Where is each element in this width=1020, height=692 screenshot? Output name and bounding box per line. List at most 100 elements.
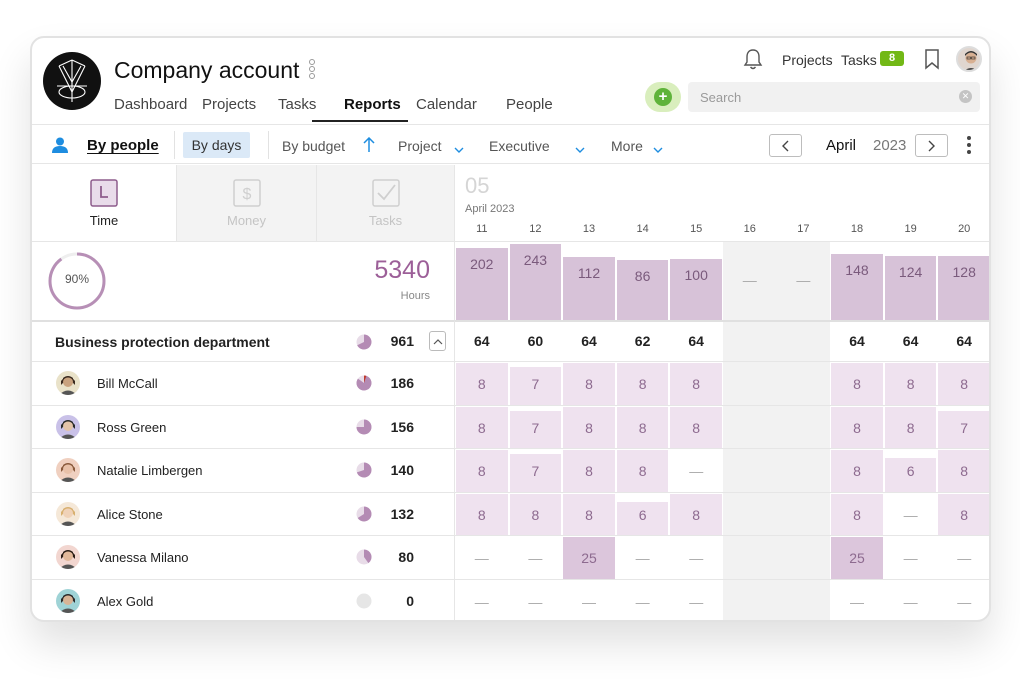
person-day-cell[interactable]: 8 <box>669 493 723 537</box>
person-day-cell[interactable]: — <box>884 580 938 621</box>
bookmark-icon[interactable] <box>924 48 940 75</box>
person-row[interactable]: Alex Gold 0 <box>32 578 454 621</box>
person-day-cell[interactable]: 8 <box>937 362 989 406</box>
person-day-cell[interactable] <box>777 536 831 580</box>
person-day-cell[interactable]: 25 <box>562 536 616 580</box>
person-day-cell[interactable]: 8 <box>830 362 884 406</box>
person-day-cell[interactable]: 8 <box>830 493 884 537</box>
person-day-cell[interactable]: 8 <box>562 362 616 406</box>
nav-reports[interactable]: Reports <box>344 96 401 113</box>
person-day-cell[interactable]: 6 <box>616 493 670 537</box>
clear-icon[interactable]: ✕ <box>959 90 972 103</box>
person-day-cell[interactable] <box>723 362 777 406</box>
user-avatar[interactable] <box>956 46 982 72</box>
person-row[interactable]: Alice Stone 132 <box>32 491 454 536</box>
person-day-cell[interactable]: 7 <box>509 449 563 493</box>
person-name[interactable]: Alex Gold <box>97 593 154 609</box>
person-day-cell[interactable]: 8 <box>562 493 616 537</box>
chevron-down-icon[interactable] <box>653 141 663 159</box>
nav-dashboard[interactable]: Dashboard <box>114 96 188 113</box>
person-name[interactable]: Alice Stone <box>97 506 163 522</box>
person-day-cell[interactable]: — <box>669 449 723 493</box>
person-day-cell[interactable]: — <box>669 580 723 621</box>
by-people-tab[interactable]: By people <box>87 137 159 154</box>
person-day-cell[interactable]: 8 <box>884 362 938 406</box>
person-day-cell[interactable]: 8 <box>509 493 563 537</box>
person-row[interactable]: Ross Green 156 <box>32 404 454 449</box>
person-day-cell[interactable]: 8 <box>616 449 670 493</box>
person-day-cell[interactable] <box>777 580 831 621</box>
person-day-cell[interactable]: 8 <box>562 449 616 493</box>
person-day-cell[interactable]: — <box>884 536 938 580</box>
add-button[interactable]: + <box>645 82 681 112</box>
person-day-cell[interactable] <box>777 493 831 537</box>
person-day-cell[interactable]: — <box>669 536 723 580</box>
by-days-toggle[interactable]: By days <box>183 132 250 158</box>
department-row[interactable]: Business protection department 961 <box>32 320 454 361</box>
person-row[interactable]: Natalie Limbergen 140 <box>32 448 454 492</box>
prev-month-button[interactable] <box>769 134 802 157</box>
header-tasks-link[interactable]: Tasks <box>841 52 877 68</box>
search-input[interactable] <box>688 82 948 112</box>
person-day-cell[interactable]: 7 <box>937 406 989 450</box>
person-day-cell[interactable]: 8 <box>830 406 884 450</box>
person-day-cell[interactable] <box>777 406 831 450</box>
person-day-cell[interactable]: 8 <box>455 493 509 537</box>
person-day-cell[interactable] <box>723 449 777 493</box>
person-day-cell[interactable]: 8 <box>937 493 989 537</box>
next-month-button[interactable] <box>915 134 948 157</box>
person-name[interactable]: Ross Green <box>97 419 167 435</box>
executive-filter[interactable]: Executive <box>489 138 550 154</box>
person-day-cell[interactable]: 8 <box>616 406 670 450</box>
nav-people[interactable]: People <box>506 96 553 113</box>
person-day-cell[interactable]: 6 <box>884 449 938 493</box>
person-day-cell[interactable] <box>723 580 777 621</box>
person-name[interactable]: Bill McCall <box>97 376 158 391</box>
sort-arrow-up-icon[interactable] <box>363 136 375 158</box>
person-day-cell[interactable]: 8 <box>562 406 616 450</box>
person-day-cell[interactable]: 8 <box>455 362 509 406</box>
person-row[interactable]: Bill McCall 186 <box>32 361 454 405</box>
person-day-cell[interactable]: — <box>562 580 616 621</box>
person-day-cell[interactable]: — <box>616 536 670 580</box>
person-day-cell[interactable] <box>777 362 831 406</box>
person-day-cell[interactable]: 8 <box>616 362 670 406</box>
person-day-cell[interactable]: 8 <box>884 406 938 450</box>
person-day-cell[interactable]: — <box>509 580 563 621</box>
person-day-cell[interactable]: 8 <box>830 449 884 493</box>
person-name[interactable]: Vanessa Milano <box>97 550 189 565</box>
more-options-icon[interactable] <box>967 136 973 156</box>
nav-tasks[interactable]: Tasks <box>278 96 317 113</box>
bell-icon[interactable] <box>742 47 764 76</box>
person-day-cell[interactable]: — <box>455 580 509 621</box>
company-menu-icon[interactable] <box>308 59 316 81</box>
person-day-cell[interactable]: — <box>937 536 989 580</box>
tab-time[interactable]: Time <box>32 165 176 241</box>
chevron-down-icon[interactable] <box>454 141 464 159</box>
person-day-cell[interactable]: 8 <box>669 362 723 406</box>
collapse-button[interactable] <box>429 331 446 351</box>
person-row[interactable]: Vanessa Milano 80 <box>32 535 454 579</box>
person-day-cell[interactable] <box>723 536 777 580</box>
tab-tasks[interactable]: Tasks <box>316 165 454 241</box>
nav-calendar[interactable]: Calendar <box>416 96 477 113</box>
chevron-down-icon[interactable] <box>575 141 585 159</box>
person-day-cell[interactable] <box>777 449 831 493</box>
person-day-cell[interactable] <box>723 406 777 450</box>
person-name[interactable]: Natalie Limbergen <box>97 463 203 478</box>
nav-projects[interactable]: Projects <box>202 96 257 113</box>
header-projects-link[interactable]: Projects <box>782 52 833 68</box>
person-day-cell[interactable]: — <box>884 493 938 537</box>
person-day-cell[interactable]: — <box>616 580 670 621</box>
more-filter[interactable]: More <box>611 138 643 154</box>
person-day-cell[interactable]: — <box>509 536 563 580</box>
by-budget-sort[interactable]: By budget <box>282 138 346 154</box>
project-filter[interactable]: Project <box>398 138 442 154</box>
person-day-cell[interactable]: 25 <box>830 536 884 580</box>
person-day-cell[interactable]: 7 <box>509 406 563 450</box>
person-day-cell[interactable]: 8 <box>455 406 509 450</box>
person-day-cell[interactable]: — <box>455 536 509 580</box>
person-day-cell[interactable]: — <box>830 580 884 621</box>
person-day-cell[interactable]: — <box>937 580 989 621</box>
person-day-cell[interactable]: 8 <box>455 449 509 493</box>
